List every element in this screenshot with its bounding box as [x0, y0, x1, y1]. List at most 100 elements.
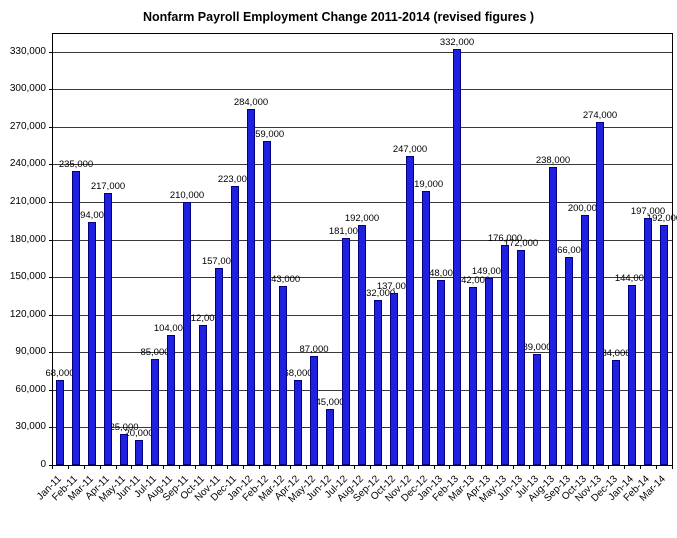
- x-axis-tick: [100, 466, 101, 469]
- y-tick-label: 210,000: [9, 196, 46, 207]
- y-axis-tick: [49, 277, 52, 278]
- bar-value-label: 194,000: [74, 210, 110, 221]
- x-axis-tick: [434, 466, 435, 469]
- bar-Feb-11: [72, 171, 80, 465]
- bar-Apr-11: [104, 193, 112, 465]
- bar-value-label: 68,000: [45, 368, 75, 379]
- bar-value-label: 45,000: [315, 397, 345, 408]
- bar-May-12: [310, 356, 318, 465]
- bar-value-label: 259,000: [249, 129, 285, 140]
- y-tick-label: 60,000: [15, 384, 46, 395]
- bar-Sep-11: [183, 202, 191, 465]
- y-tick-label: 330,000: [9, 46, 46, 57]
- x-axis-tick: [370, 466, 371, 469]
- bar-value-label: 210,000: [169, 190, 205, 201]
- x-axis-tick: [418, 466, 419, 469]
- x-axis-tick: [624, 466, 625, 469]
- bar-Oct-11: [199, 325, 207, 465]
- bar-May-13: [501, 245, 509, 465]
- bar-value-label: 284,000: [233, 97, 269, 108]
- y-axis-tick: [49, 202, 52, 203]
- y-tick-label: 180,000: [9, 234, 46, 245]
- y-axis-tick: [49, 315, 52, 316]
- x-axis-tick: [290, 466, 291, 469]
- bar-value-label: 172,000: [503, 238, 539, 249]
- bar-value-label: 68,000: [283, 368, 313, 379]
- x-axis-tick: [68, 466, 69, 469]
- bar-value-label: 238,000: [535, 155, 571, 166]
- x-axis-tick: [593, 466, 594, 469]
- bar-Sep-13: [565, 257, 573, 465]
- x-axis-tick: [640, 466, 641, 469]
- bar-Dec-12: [422, 191, 430, 465]
- bar-value-label: 274,000: [582, 110, 618, 121]
- bar-value-label: 223,000: [217, 174, 253, 185]
- bar-Jan-11: [56, 380, 64, 465]
- bar-Apr-13: [485, 278, 493, 465]
- y-tick-label: 300,000: [9, 83, 46, 94]
- x-axis-tick: [84, 466, 85, 469]
- bar-Jun-13: [517, 250, 525, 465]
- y-tick-label: 120,000: [9, 309, 46, 320]
- bar-Aug-12: [358, 225, 366, 465]
- bar-value-label: 25,000: [109, 422, 139, 433]
- bar-Jan-12: [247, 109, 255, 465]
- bar-Jan-13: [437, 280, 445, 465]
- bar-Feb-12: [263, 141, 271, 465]
- bar-value-label: 192,000: [646, 213, 677, 224]
- y-tick-label: 240,000: [9, 158, 46, 169]
- bar-Nov-13: [596, 122, 604, 465]
- bar-Mar-12: [279, 286, 287, 465]
- gridline: [53, 89, 672, 90]
- bar-value-label: 132,000: [360, 288, 396, 299]
- bar-Dec-13: [612, 360, 620, 465]
- bar-value-label: 219,000: [408, 179, 444, 190]
- x-axis-tick: [577, 466, 578, 469]
- y-axis-tick: [49, 352, 52, 353]
- bar-value-label: 104,000: [153, 323, 189, 334]
- bar-Jun-12: [326, 409, 334, 465]
- bar-value-label: 200,000: [567, 203, 603, 214]
- y-axis-tick: [49, 240, 52, 241]
- x-axis-tick: [386, 466, 387, 469]
- bar-Mar-14: [660, 225, 668, 465]
- bar-value-label: 332,000: [439, 37, 475, 48]
- bar-Jun-11: [135, 440, 143, 465]
- x-axis-tick: [195, 466, 196, 469]
- y-axis-tick: [49, 52, 52, 53]
- bar-value-label: 85,000: [140, 347, 170, 358]
- bar-value-label: 89,000: [522, 342, 552, 353]
- x-axis-tick: [481, 466, 482, 469]
- x-axis-tick: [163, 466, 164, 469]
- bar-value-label: 166,000: [551, 245, 587, 256]
- y-tick-label: 0: [40, 459, 46, 470]
- x-axis-tick: [131, 466, 132, 469]
- y-tick-label: 90,000: [15, 346, 46, 357]
- x-axis-tick: [465, 466, 466, 469]
- bar-Jul-12: [342, 238, 350, 465]
- x-axis-tick: [513, 466, 514, 469]
- y-tick-label: 30,000: [15, 421, 46, 432]
- bar-Sep-12: [374, 300, 382, 465]
- gridline: [53, 164, 672, 165]
- bar-Nov-12: [406, 156, 414, 465]
- x-axis-tick: [116, 466, 117, 469]
- bar-May-11: [120, 434, 128, 465]
- bar-value-label: 137,000: [376, 281, 412, 292]
- bar-Aug-13: [549, 167, 557, 465]
- y-axis-tick: [49, 164, 52, 165]
- bar-value-label: 149,000: [471, 266, 507, 277]
- chart-title: Nonfarm Payroll Employment Change 2011-2…: [142, 10, 535, 24]
- y-axis-tick: [49, 390, 52, 391]
- bar-value-label: 192,000: [344, 213, 380, 224]
- x-axis-tick: [354, 466, 355, 469]
- x-axis-tick: [52, 466, 53, 469]
- bar-Jul-11: [151, 359, 159, 465]
- bar-Feb-13: [453, 49, 461, 465]
- bar-value-label: 143,000: [265, 274, 301, 285]
- bar-value-label: 142,000: [455, 275, 491, 286]
- y-axis-tick: [49, 127, 52, 128]
- gridline: [53, 52, 672, 53]
- x-axis-tick: [227, 466, 228, 469]
- bar-Mar-13: [469, 287, 477, 465]
